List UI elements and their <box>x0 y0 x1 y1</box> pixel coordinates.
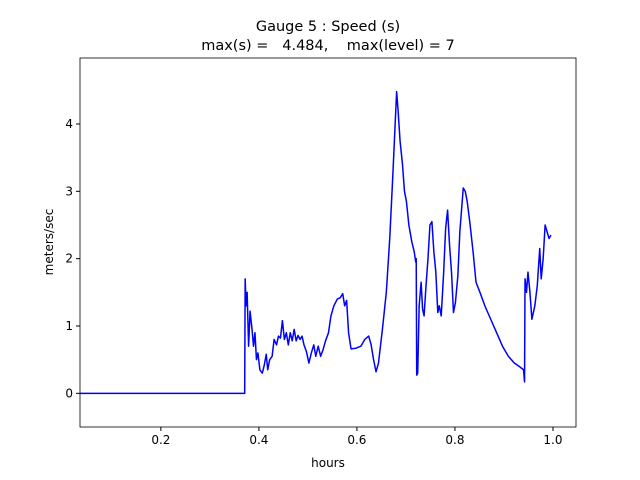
x-tick-label: 0.2 <box>151 433 170 447</box>
y-tick-label: 0 <box>65 386 73 400</box>
y-tick-label: 1 <box>65 319 73 333</box>
y-tick-label: 2 <box>65 252 73 266</box>
x-tick-label: 0.4 <box>249 433 268 447</box>
x-tick-label: 0.6 <box>347 433 366 447</box>
y-tick-label: 3 <box>65 184 73 198</box>
x-tick-label: 1.0 <box>543 433 562 447</box>
chart-subtitle: max(s) = 4.484, max(level) = 7 <box>201 38 455 54</box>
y-tick-label: 4 <box>65 117 73 131</box>
chart-title: Gauge 5 : Speed (s) <box>256 19 400 35</box>
x-axis-label: hours <box>311 456 345 470</box>
data-line <box>80 90 552 395</box>
plot-frame <box>79 57 577 428</box>
x-tick-label: 0.8 <box>445 433 464 447</box>
y-axis-label: meters/sec <box>42 209 56 276</box>
